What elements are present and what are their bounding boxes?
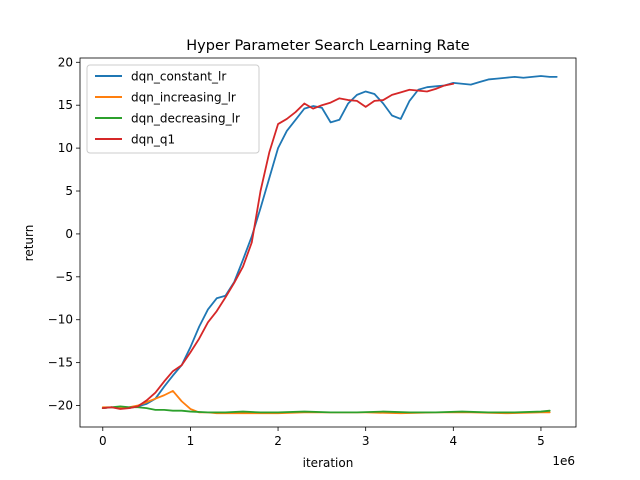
legend-label-dqn_constant_lr: dqn_constant_lr [131, 70, 226, 84]
series-line-dqn_q1 [101, 82, 455, 410]
y-tick-label: −10 [48, 313, 73, 327]
chart-title: Hyper Parameter Search Learning Rate [186, 38, 470, 54]
y-tick-label: 15 [58, 98, 73, 112]
y-axis-label: return [22, 225, 36, 262]
series-line-dqn_constant_lr [101, 75, 558, 410]
y-tick-label: 5 [65, 184, 73, 198]
x-tick-label: 0 [99, 434, 107, 448]
axes-frame [79, 57, 577, 428]
legend-label-dqn_q1: dqn_q1 [131, 133, 175, 147]
x-tick-label: 2 [274, 434, 282, 448]
series-line-dqn_decreasing_lr [101, 405, 551, 414]
x-axis-label: iteration [303, 456, 354, 470]
legend-label-dqn_decreasing_lr: dqn_decreasing_lr [131, 112, 240, 126]
x-tick-label: 1 [187, 434, 195, 448]
y-tick-label: 0 [65, 227, 73, 241]
plot-area [101, 75, 558, 415]
y-tick-label: −5 [55, 270, 73, 284]
x-tick-label: 3 [362, 434, 370, 448]
y-tick-label: −20 [48, 399, 73, 413]
legend-box [86, 64, 260, 154]
legend-label-dqn_increasing_lr: dqn_increasing_lr [131, 91, 236, 105]
y-tick-label: 20 [58, 55, 73, 69]
x-tick-label: 5 [537, 434, 545, 448]
y-axis: −20 −15 −10 −5 0 5 10 15 20 [48, 55, 80, 413]
legend: dqn_constant_lr dqn_increasing_lr dqn_decr… [86, 64, 260, 154]
x-axis-multiplier: 1e6 [552, 454, 575, 468]
x-axis: 0 1 2 3 4 5 [99, 427, 545, 448]
y-tick-label: 10 [58, 141, 73, 155]
y-tick-label: −15 [48, 356, 73, 370]
x-tick-label: 4 [449, 434, 457, 448]
